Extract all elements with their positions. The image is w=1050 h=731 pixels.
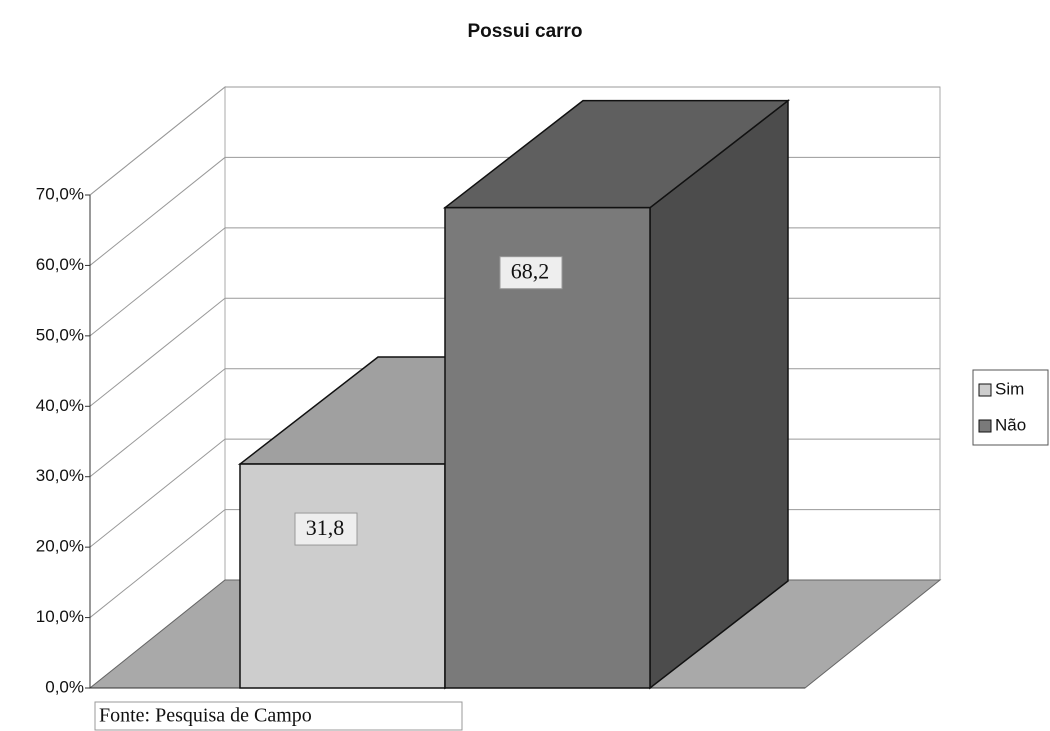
legend-label: Não: [995, 415, 1026, 434]
grid-line: [89, 86, 940, 196]
note-box: [94, 701, 463, 731]
y-tick-label: 10,0%: [36, 607, 84, 626]
y-tick-label: 20,0%: [36, 537, 84, 556]
note: Fonte: Pesquisa de Campo: [99, 705, 312, 727]
legend-swatch: [978, 383, 992, 397]
bar: [444, 206, 651, 689]
bar: [239, 463, 446, 689]
value-label-box: [294, 512, 358, 546]
y-tick-label: 70,0%: [36, 184, 84, 203]
value-label: 68,2: [511, 259, 550, 284]
legend-swatch: [978, 419, 992, 433]
legend-label: Sim: [995, 379, 1024, 398]
y-tick-label: 50,0%: [36, 325, 84, 344]
y-tick-label: 60,0%: [36, 255, 84, 274]
value-label: 31,8: [306, 515, 345, 540]
y-tick-label: 40,0%: [36, 396, 84, 415]
y-tick-label: 30,0%: [36, 466, 84, 485]
y-tick-label: 0,0%: [45, 677, 84, 696]
chart-title: Possui carro: [467, 21, 582, 42]
value-label-box: [499, 256, 563, 290]
